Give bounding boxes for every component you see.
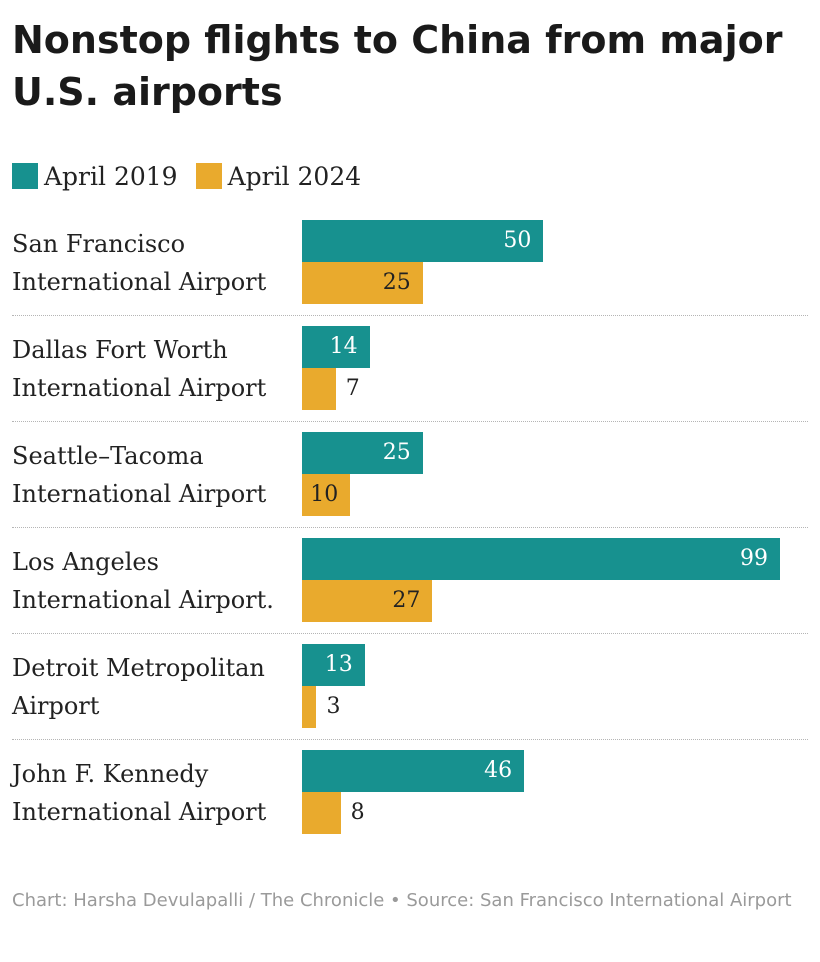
legend-swatch-april-2019	[12, 163, 38, 189]
value-label-april-2024-seattle-tacoma-international-airport: 10	[310, 482, 339, 507]
value-label-april-2024-los-angeles-international-airport: 27	[392, 588, 421, 613]
row-divider	[12, 633, 808, 634]
bar-april-2019-san-francisco-international-airport	[302, 220, 544, 262]
legend-swatch-april-2024	[195, 163, 222, 189]
row-divider	[12, 421, 808, 422]
bar-april-2019-detroit-metropolitan-airport	[302, 644, 365, 686]
legend-label-april-2019: April 2019	[44, 161, 178, 191]
value-label-april-2019-seattle-tacoma-international-airport: 25	[382, 440, 411, 465]
category-label-los-angeles-international-airport: Los Angeles International Airport.	[12, 548, 274, 614]
value-label-april-2019-john-f-kennedy-international-airport: 46	[484, 758, 513, 783]
row-divider	[12, 527, 808, 528]
bar-april-2019-seattle-tacoma-international-airport	[302, 432, 423, 474]
row-divider	[12, 739, 808, 740]
bar-april-2019-john-f-kennedy-international-airport	[302, 750, 525, 792]
bar-april-2024-dallas-fort-worth-international-airport	[302, 368, 336, 410]
bar-april-2024-detroit-metropolitan-airport	[302, 686, 317, 728]
chart-credit-source: Chart: Harsha Devulapalli / The Chronicl…	[12, 890, 792, 911]
bar-april-2024-los-angeles-international-airport	[302, 580, 433, 622]
category-label-san-francisco-international-airport: San Francisco International Airport	[12, 230, 267, 296]
row-divider	[12, 315, 808, 316]
legend: April 2019 April 2024	[12, 160, 379, 192]
legend-label-april-2024: April 2024	[227, 161, 362, 191]
legend-item-april-2024: April 2024	[195, 161, 362, 191]
value-label-april-2024-dallas-fort-worth-international-airport: 7	[345, 376, 360, 401]
bar-april-2024-san-francisco-international-airport	[302, 262, 423, 304]
value-label-april-2019-san-francisco-international-airport: 50	[503, 228, 532, 253]
value-label-april-2024-san-francisco-international-airport: 25	[382, 270, 411, 295]
category-label-detroit-metropolitan-airport: Detroit Metropolitan Airport	[12, 654, 265, 720]
bar-april-2019-dallas-fort-worth-international-airport	[302, 326, 370, 368]
category-label-john-f-kennedy-international-airport: John F. Kennedy International Airport	[12, 760, 267, 826]
bar-april-2019-los-angeles-international-airport	[302, 538, 780, 580]
value-label-april-2019-dallas-fort-worth-international-airport: 14	[329, 334, 358, 359]
value-label-april-2024-john-f-kennedy-international-airport: 8	[350, 800, 365, 825]
bar-april-2024-john-f-kennedy-international-airport	[302, 792, 341, 834]
category-label-dallas-fort-worth-international-airport: Dallas Fort Worth International Airport	[12, 336, 267, 402]
value-label-april-2024-detroit-metropolitan-airport: 3	[326, 694, 341, 719]
value-label-april-2019-los-angeles-international-airport: 99	[740, 546, 768, 571]
value-label-april-2019-detroit-metropolitan-airport: 13	[324, 652, 353, 677]
bar-april-2024-seattle-tacoma-international-airport	[302, 474, 351, 516]
legend-item-april-2019: April 2019	[12, 162, 178, 191]
category-label-seattle-tacoma-international-airport: Seattle–Tacoma International Airport	[12, 442, 267, 508]
chart-title: Nonstop flights to China from major U.S.…	[12, 18, 783, 114]
